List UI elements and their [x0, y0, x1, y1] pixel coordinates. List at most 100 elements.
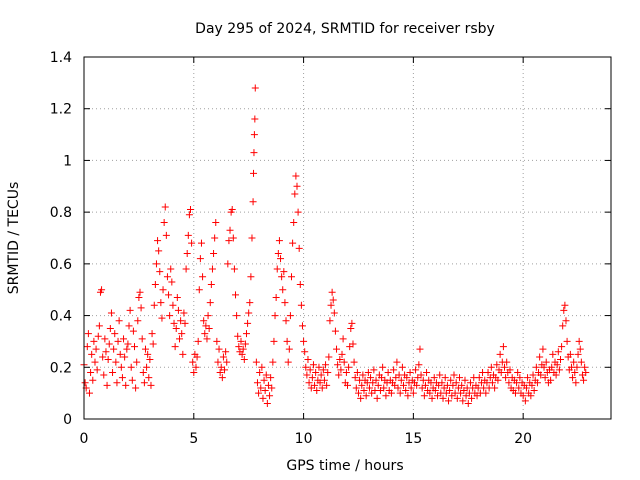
data-point	[397, 376, 405, 384]
data-point	[453, 394, 461, 402]
data-point	[241, 340, 249, 348]
data-point	[161, 203, 169, 211]
data-point	[102, 348, 110, 356]
data-point	[487, 363, 495, 371]
data-point	[502, 374, 510, 382]
data-point	[253, 379, 261, 387]
data-point	[101, 335, 109, 343]
data-point	[284, 358, 292, 366]
data-point	[562, 317, 570, 325]
data-point	[327, 301, 335, 309]
data-point	[181, 319, 189, 327]
data-point	[131, 343, 139, 351]
data-point	[360, 387, 368, 395]
data-point	[233, 312, 241, 320]
data-point	[83, 343, 91, 351]
data-point	[219, 353, 227, 361]
data-point	[581, 363, 589, 371]
data-point	[373, 394, 381, 402]
data-point	[353, 368, 361, 376]
data-point	[128, 376, 136, 384]
data-point	[134, 317, 142, 325]
data-point	[166, 312, 174, 320]
data-point	[330, 309, 338, 317]
data-point	[347, 325, 355, 332]
y-tick-label: 1.4	[50, 50, 72, 66]
data-point	[204, 312, 212, 320]
data-point	[139, 368, 147, 376]
data-point	[169, 301, 177, 309]
y-tick-label: 0.8	[50, 205, 72, 221]
data-point	[251, 115, 259, 123]
y-tick-labels: 0 0.2 0.4 0.6 0.8 1 1.2 1.4	[50, 50, 72, 428]
data-point	[146, 356, 154, 364]
data-point	[275, 237, 283, 245]
data-point	[125, 322, 133, 330]
data-point	[426, 389, 434, 397]
y-tick-label: 0	[63, 412, 72, 428]
data-point	[85, 389, 93, 397]
data-point	[312, 368, 320, 376]
data-point	[319, 366, 327, 374]
data-point	[374, 381, 382, 389]
data-point	[235, 343, 243, 351]
data-point	[184, 231, 192, 239]
data-point	[452, 379, 460, 387]
data-point	[100, 371, 108, 379]
data-point	[170, 319, 178, 327]
data-point	[269, 358, 277, 366]
data-point	[250, 149, 258, 157]
data-point	[475, 374, 483, 382]
data-point	[334, 361, 342, 369]
data-point	[438, 379, 446, 387]
data-point	[423, 368, 431, 376]
data-point	[179, 350, 187, 358]
data-point	[92, 345, 100, 353]
data-point	[339, 335, 347, 343]
data-point	[315, 363, 323, 371]
data-point	[431, 387, 439, 395]
data-point	[110, 345, 118, 353]
data-point	[200, 317, 208, 325]
data-point	[188, 239, 196, 247]
data-point	[364, 368, 372, 376]
data-point	[249, 198, 257, 206]
data-point	[466, 379, 474, 387]
data-point	[121, 353, 129, 361]
data-point	[203, 335, 211, 343]
data-point	[413, 381, 421, 389]
data-point	[547, 376, 555, 384]
data-point	[337, 366, 345, 374]
data-point	[206, 299, 214, 307]
data-point	[214, 358, 222, 366]
data-point	[296, 281, 304, 289]
data-point	[293, 182, 301, 190]
data-point	[94, 332, 102, 340]
data-point	[165, 291, 173, 299]
data-point	[354, 389, 362, 397]
data-point	[167, 265, 175, 273]
data-point	[338, 350, 346, 358]
data-point	[406, 368, 414, 376]
data-point	[379, 363, 387, 371]
y-tick-label: 0.2	[50, 360, 72, 376]
data-point	[316, 379, 324, 387]
data-point	[362, 392, 370, 400]
data-point	[574, 350, 582, 358]
data-point	[399, 381, 407, 389]
data-point	[396, 389, 404, 397]
data-point	[281, 299, 289, 307]
data-point	[232, 291, 240, 299]
data-point	[380, 384, 388, 392]
data-point	[180, 309, 188, 317]
data-point	[280, 268, 288, 276]
data-point	[561, 301, 569, 309]
data-point	[313, 387, 321, 395]
data-point	[370, 366, 378, 374]
data-point	[571, 368, 579, 376]
data-point	[514, 368, 522, 376]
data-point	[237, 337, 245, 345]
data-point	[328, 288, 336, 296]
data-point	[173, 293, 181, 301]
data-point	[558, 343, 566, 351]
